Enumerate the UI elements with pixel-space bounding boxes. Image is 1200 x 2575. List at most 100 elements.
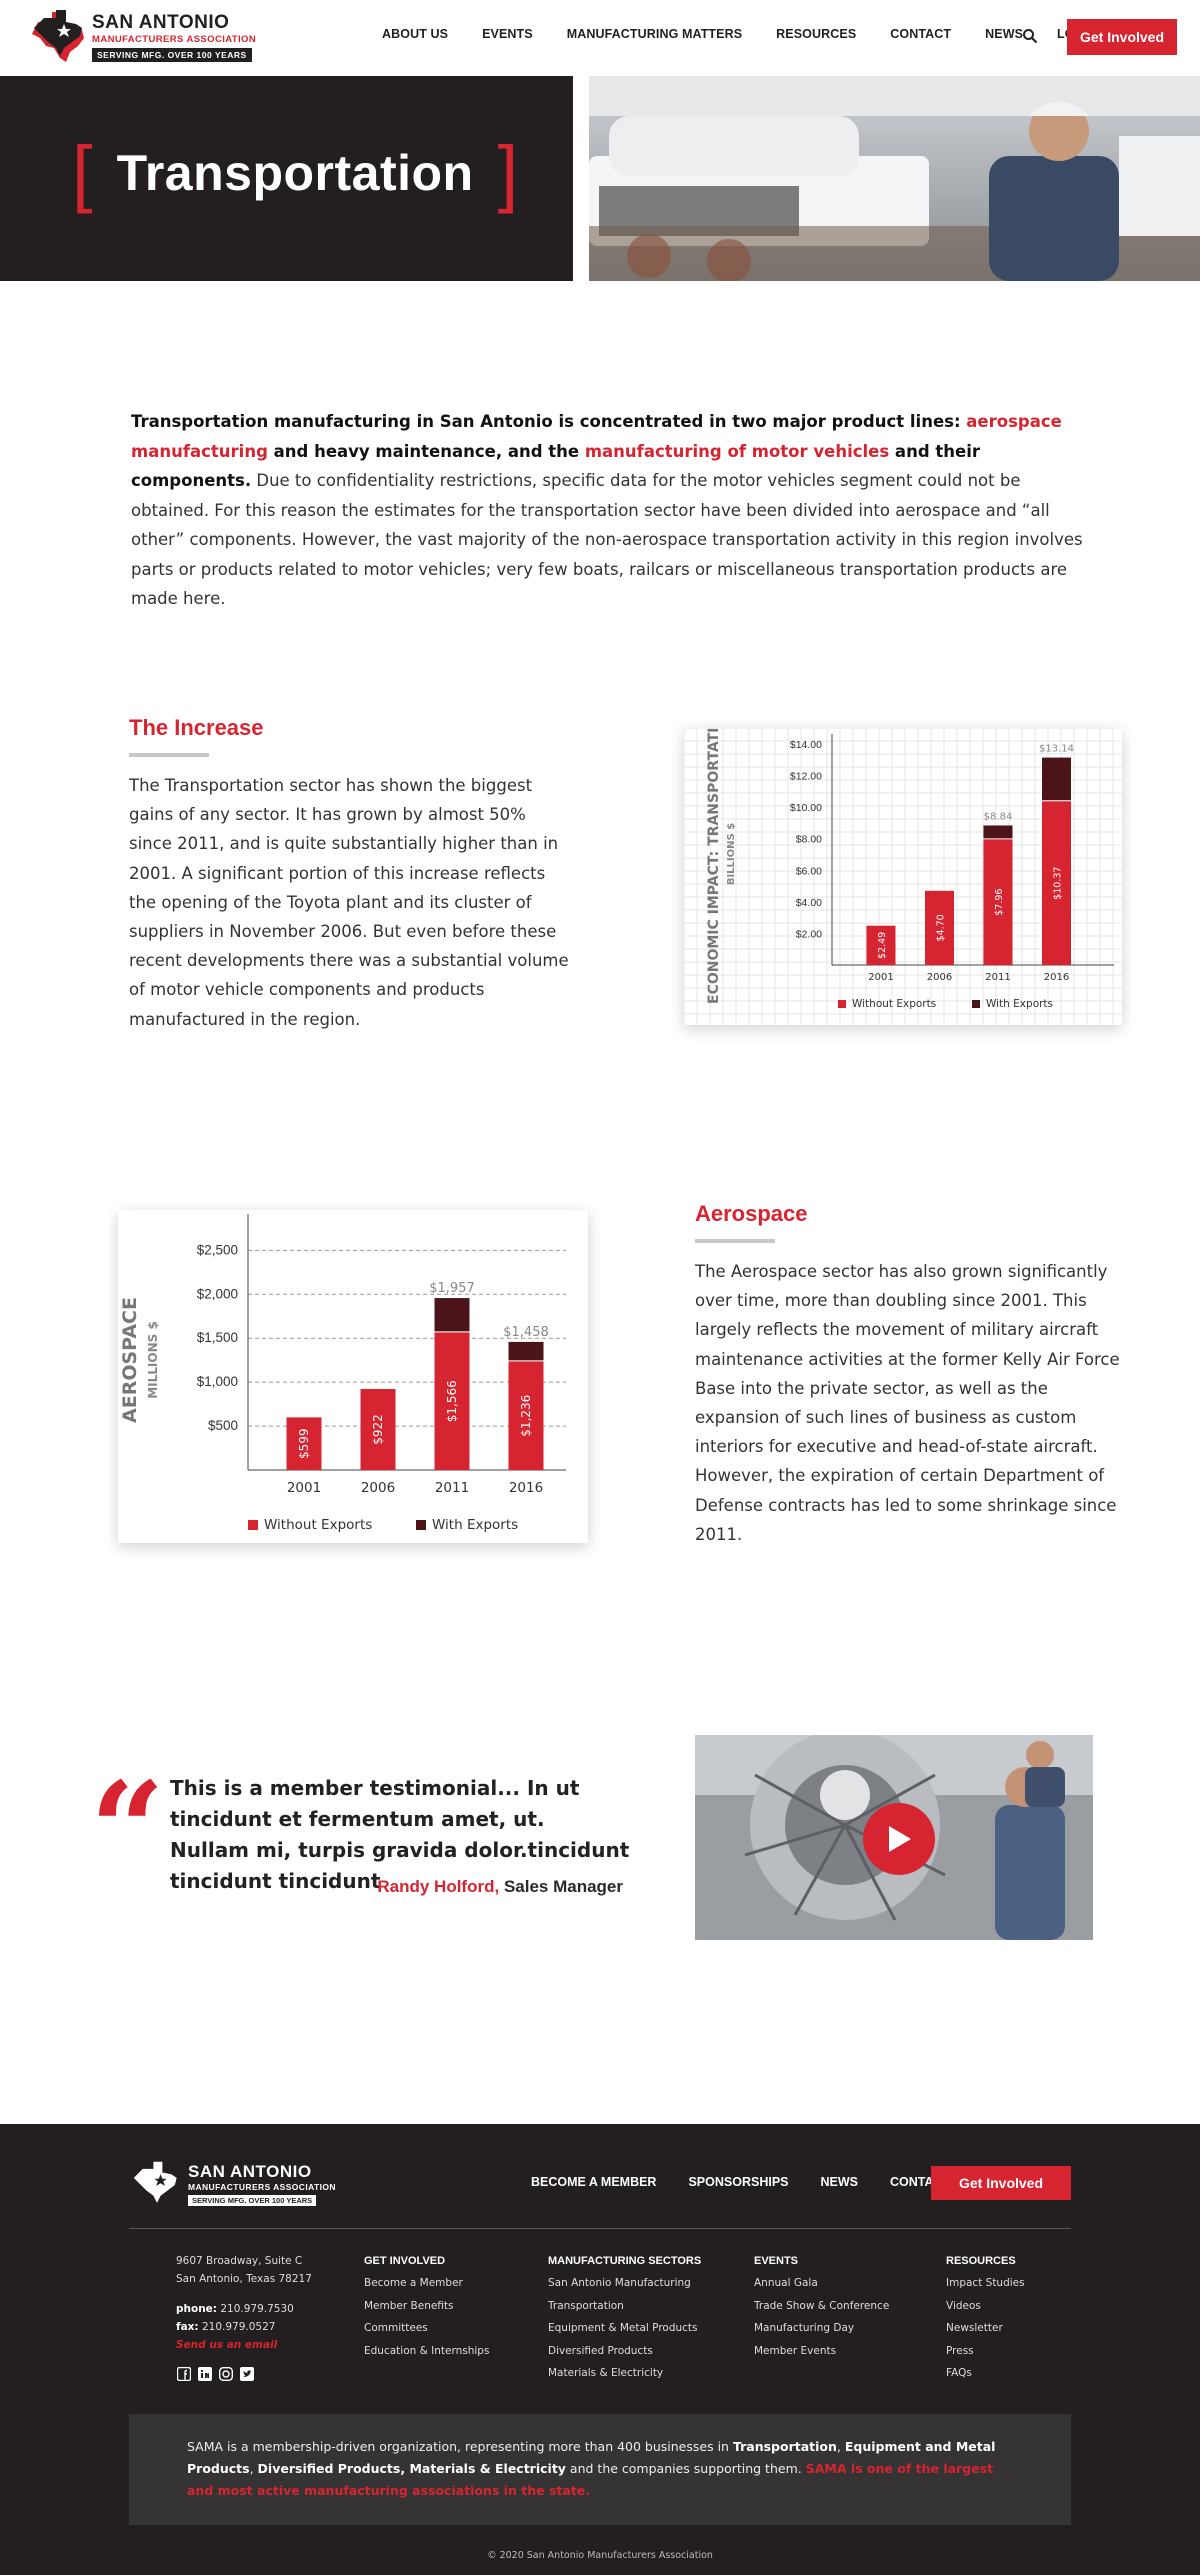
bar-total-label: $1,957 (429, 1281, 475, 1296)
footer-link[interactable]: Manufacturing Day (754, 2322, 855, 2334)
transportation-chart: $2.00 $4.00 $6.00 $8.00 $10.00 $12.00 $14.00 EC… (683, 704, 1122, 1025)
get-involved-button[interactable]: Get Involved (1067, 19, 1177, 55)
y-axis-title: AEROSPACE (119, 1297, 141, 1423)
footer-logo-subtitle: MANUFACTURERS ASSOCIATION (188, 2182, 336, 2192)
nav-contact[interactable]: CONTACT (890, 27, 952, 41)
x-tick-label: 2016 (1044, 972, 1069, 983)
footer-link[interactable]: Press (946, 2344, 974, 2357)
footer-link[interactable]: Member Benefits (364, 2299, 454, 2312)
bar-total-label: $1,458 (503, 1325, 549, 1340)
play-icon (889, 1826, 911, 1852)
footer-link[interactable]: Impact Studies (946, 2277, 1025, 2289)
footer-nav-news[interactable]: NEWS (820, 2175, 859, 2189)
address-line-1: 9607 Broadway, Suite C (176, 2255, 303, 2267)
section-divider (695, 1239, 775, 1243)
bar-value-label: $922 (371, 1414, 385, 1445)
footer-link[interactable]: Education & Internships (364, 2344, 490, 2357)
nav-about-us[interactable]: ABOUT US (382, 27, 449, 41)
footer-logo[interactable]: SAN ANTONIO MANUFACTURERS ASSOCIATION SE… (130, 2160, 350, 2210)
footer-logo-name: SAN ANTONIO (188, 2162, 312, 2181)
y-tick-label: $1,000 (197, 1374, 238, 1389)
motor-vehicles-link[interactable]: manufacturing of motor vehicles (584, 441, 890, 461)
video-player[interactable] (695, 1735, 1093, 1940)
footer-link[interactable]: Committees (364, 2322, 428, 2334)
fax-label: fax: (176, 2321, 199, 2333)
x-tick-label: 2001 (287, 1480, 321, 1496)
legend-swatch (838, 1000, 846, 1008)
transportation-chart-card: $2.00 $4.00 $6.00 $8.00 $10.00 $12.00 $14.00 EC… (683, 704, 1122, 1025)
logo-tagline: SERVING MFG. OVER 100 YEARS (92, 48, 252, 62)
intro-paragraph: Transportation manufacturing in San Anto… (131, 407, 1091, 614)
footer-nav-become-member[interactable]: BECOME A MEMBER (531, 2175, 657, 2189)
bar-with-exports (434, 1298, 470, 1333)
legend-swatch (972, 1000, 980, 1008)
footer-col-title: RESOURCES (946, 2255, 1016, 2267)
aerospace-chart-card: $500 $1,000 $1,500 $2,000 $2,500 AEROSPACE MIL… (118, 1210, 588, 1543)
search-icon[interactable] (1022, 28, 1038, 44)
footer-col-get-involved: GET INVOLVED Become a Member Member Bene… (364, 2252, 489, 2362)
author-name: Randy Holford, (377, 1877, 500, 1896)
aerospace-section: Aerospace The Aerospace sector has also … (695, 1201, 1125, 1549)
aerospace-manufacturing-link[interactable]: aerospace manufacturing (131, 412, 1062, 461)
nav-news[interactable]: NEWS (985, 27, 1024, 41)
y-axis-title: ECONOMIC IMPACT: TRANSPORTATION (706, 728, 722, 1004)
legend-label: With Exports (986, 998, 1053, 1010)
y-tick-label: $14.00 (790, 739, 822, 751)
bar-without-exports (286, 1417, 322, 1470)
footer-link[interactable]: FAQs (946, 2367, 972, 2379)
email-link[interactable]: Send us an email (176, 2339, 278, 2351)
fax-number: 210.979.0527 (198, 2321, 276, 2333)
bar-value-label: $4.70 (936, 914, 947, 941)
nav-manufacturing-matters[interactable]: MANUFACTURING MATTERS (566, 27, 743, 41)
x-tick-label: 2011 (435, 1480, 469, 1496)
copyright: © 2020 San Antonio Manufacturers Associa… (487, 2550, 713, 2561)
nav-resources[interactable]: RESOURCES (776, 27, 857, 41)
twitter-icon[interactable] (239, 2366, 254, 2381)
note-highlight: SAMA is one of the largest and most acti… (187, 2461, 994, 2498)
instagram-icon[interactable] (218, 2366, 233, 2381)
footer-nav: BECOME A MEMBER SPONSORSHIPS NEWS CONTAC… (531, 2175, 982, 2189)
x-tick-label: 2016 (509, 1480, 543, 1496)
legend-label: Without Exports (852, 998, 936, 1010)
footer-link[interactable]: Materials & Electricity (548, 2367, 664, 2379)
legend-swatch (248, 1520, 258, 1530)
play-button[interactable] (863, 1803, 935, 1875)
main-nav: ABOUT US EVENTS MANUFACTURING MATTERS RE… (382, 27, 1131, 41)
footer-link[interactable]: Member Events (754, 2344, 837, 2357)
footer-col-title: GET INVOLVED (364, 2255, 446, 2267)
y-tick-label: $12.00 (790, 771, 822, 783)
footer-link[interactable]: Equipment & Metal Products (548, 2322, 698, 2334)
footer-link[interactable]: Diversified Products (548, 2344, 653, 2357)
note-bold: Transportation (732, 2439, 837, 2454)
x-tick-label: 2006 (927, 972, 952, 983)
x-tick-label: 2011 (985, 972, 1010, 983)
footer-link[interactable]: Transportation (548, 2299, 624, 2312)
footer-link[interactable]: Newsletter (946, 2322, 1003, 2334)
y-tick-label: $1,500 (197, 1330, 238, 1345)
bar-with-exports (508, 1341, 544, 1362)
footer-link[interactable]: Trade Show & Conference (754, 2299, 890, 2312)
footer-nav-sponsorships[interactable]: SPONSORSHIPS (688, 2175, 789, 2189)
footer-col-events: EVENTS Annual Gala Trade Show & Conferen… (754, 2252, 889, 2362)
phone-label: phone: (176, 2303, 218, 2315)
x-tick-label: 2001 (868, 972, 893, 983)
footer-link[interactable]: San Antonio Manufacturing (548, 2277, 691, 2289)
facebook-icon[interactable] (176, 2366, 191, 2381)
aerospace-title: Aerospace (695, 1201, 808, 1226)
phone: phone: 210.979.7530 (176, 2300, 312, 2318)
footer-get-involved-button[interactable]: Get Involved (931, 2166, 1071, 2200)
footer-link[interactable]: Annual Gala (754, 2277, 818, 2289)
footer-col-resources: RESOURCES Impact Studies Videos Newslett… (946, 2252, 1025, 2385)
bar-without-exports (983, 839, 1013, 965)
author-role: Sales Manager (499, 1877, 623, 1896)
footer-link[interactable]: Videos (946, 2299, 981, 2312)
intro-bold-3: and their components. (131, 441, 980, 491)
intro-bold-1: Transportation manufacturing in San Anto… (131, 412, 967, 431)
linkedin-icon[interactable] (197, 2366, 212, 2381)
bar-without-exports (434, 1332, 470, 1470)
nav-events[interactable]: EVENTS (482, 27, 533, 41)
footer-link[interactable]: Become a Member (364, 2277, 463, 2289)
bar-total-label: $13.14 (1039, 744, 1074, 755)
y-tick-label: $500 (208, 1418, 238, 1433)
site-logo[interactable]: SAN ANTONIO MANUFACTURERS ASSOCIATION SE… (30, 8, 270, 64)
